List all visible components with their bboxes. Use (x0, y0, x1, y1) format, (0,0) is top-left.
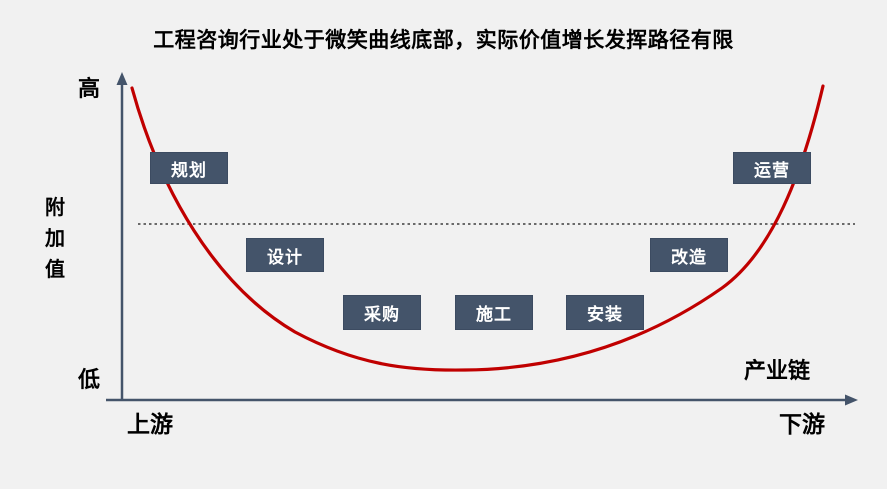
y-axis-low-label: 低 (78, 368, 101, 393)
y-axis-title: 附加值 (45, 195, 65, 281)
x-axis-title: 产业链 (744, 359, 811, 384)
stage-box-construction: 施工 (455, 295, 533, 330)
stage-box-installation: 安装 (566, 295, 644, 330)
x-axis-downstream-label: 下游 (779, 412, 825, 438)
stage-box-design: 设计 (246, 238, 324, 272)
stage-box-renovation: 改造 (650, 238, 728, 272)
x-axis-arrow-icon (845, 394, 858, 406)
stage-box-operation: 运营 (733, 152, 811, 184)
x-axis-upstream-label: 上游 (127, 412, 173, 438)
y-axis-arrow-icon (116, 72, 128, 85)
slide-title: 工程咨询行业处于微笑曲线底部，实际价值增长发挥路径有限 (153, 28, 734, 52)
stage-box-planning: 规划 (150, 152, 228, 184)
y-axis-high-label: 高 (78, 77, 101, 102)
stage-box-procurement: 采购 (343, 295, 421, 330)
smile-curve (130, 84, 825, 372)
